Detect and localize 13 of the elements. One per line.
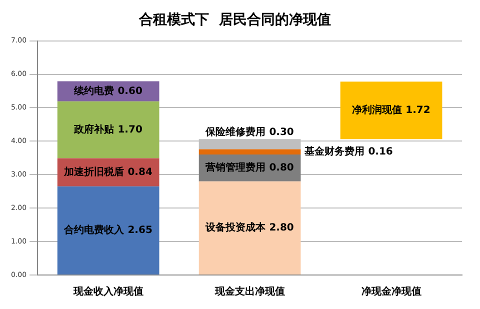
x-tick-label: 现金收入净现值 bbox=[72, 286, 144, 298]
x-tick-label: 现金支出净现值 bbox=[214, 286, 285, 298]
text: 政府补贴 1.70 bbox=[74, 124, 142, 136]
x-tick-label: 净现金净现值 bbox=[361, 286, 422, 298]
text: 设备投资成本 2.80 bbox=[206, 222, 294, 234]
text: 基金财务费用 0.16 bbox=[304, 146, 393, 158]
text: 营销管理费用 0.80 bbox=[206, 162, 294, 174]
text: 保险维修费用 0.30 bbox=[206, 126, 294, 138]
text: 加速折旧税盾 0.84 bbox=[64, 166, 152, 178]
text: 合约电费收入 2.65 bbox=[64, 225, 152, 236]
text: 净利润现值 1.72 bbox=[352, 104, 430, 116]
text: 续约电费 0.60 bbox=[74, 86, 142, 97]
chart-title: 合租模式下 居民合同的净现值 bbox=[138, 12, 331, 28]
